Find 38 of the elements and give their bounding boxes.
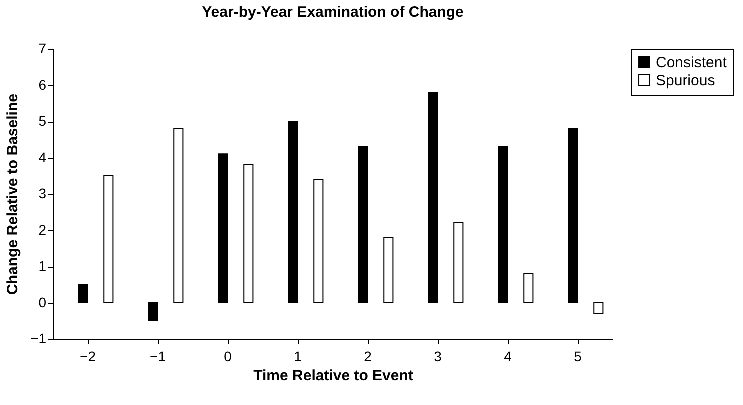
bar bbox=[78, 284, 88, 304]
bar bbox=[104, 175, 114, 304]
bar bbox=[148, 302, 158, 322]
bar bbox=[244, 164, 254, 304]
bar bbox=[288, 121, 298, 304]
y-tick-label: 2 bbox=[38, 222, 47, 238]
y-tick-label: 7 bbox=[38, 40, 47, 56]
bar bbox=[358, 146, 368, 304]
x-tick-label: 1 bbox=[294, 348, 302, 364]
y-tick-label: 3 bbox=[38, 186, 47, 202]
y-axis-title: Change Relative to Baseline bbox=[4, 94, 22, 295]
x-tick-label: −1 bbox=[150, 348, 166, 364]
legend-label: Spurious bbox=[656, 72, 716, 90]
y-tick-label: 4 bbox=[38, 149, 47, 166]
chart-title: Year-by-Year Examination of Change bbox=[202, 4, 464, 21]
bar bbox=[594, 302, 604, 314]
y-tick-label: 5 bbox=[38, 113, 47, 129]
bar bbox=[568, 128, 578, 304]
legend-label: Consistent bbox=[656, 54, 728, 72]
bar bbox=[524, 273, 534, 304]
bar bbox=[428, 92, 438, 304]
y-tick-label: 0 bbox=[38, 294, 47, 310]
bar bbox=[498, 146, 508, 304]
x-tick-label: 3 bbox=[434, 348, 442, 364]
bar bbox=[454, 222, 464, 304]
x-tick-label: 0 bbox=[224, 348, 232, 364]
x-tick-label: 4 bbox=[504, 348, 512, 364]
bar bbox=[218, 154, 228, 304]
x-tick-label: 2 bbox=[364, 348, 372, 364]
x-axis-title: Time Relative to Event bbox=[254, 368, 414, 384]
bar bbox=[174, 128, 184, 304]
bar bbox=[384, 237, 394, 304]
y-tick-label: −1 bbox=[30, 330, 47, 346]
x-tick-label: −2 bbox=[80, 348, 96, 364]
bar bbox=[314, 179, 324, 304]
x-tick-label: 5 bbox=[574, 348, 582, 364]
y-tick-label: 1 bbox=[38, 258, 47, 274]
y-tick-label: 6 bbox=[38, 76, 47, 93]
